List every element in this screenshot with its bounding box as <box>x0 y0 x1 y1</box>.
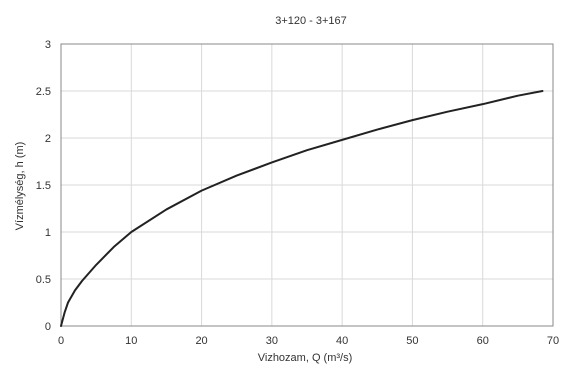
y-axis-label: Vízmélység, h (m) <box>14 142 26 231</box>
x-tick-label: 70 <box>547 335 559 347</box>
y-axis-ticks: 0 0.5 1 1.5 2 2.5 3 <box>36 39 51 333</box>
y-tick-label: 0.5 <box>36 274 51 286</box>
y-tick-label: 2 <box>45 133 51 145</box>
x-tick-label: 30 <box>266 335 278 347</box>
x-axis-label: Vizhozam, Q (m³/s) <box>258 352 353 364</box>
y-tick-label: 1.5 <box>36 180 51 192</box>
series <box>60 90 544 327</box>
plot-area-frame <box>60 43 554 327</box>
y-tick-label: 3 <box>45 39 51 51</box>
y-tick-label: 0 <box>45 321 51 333</box>
x-tick-label: 40 <box>336 335 348 347</box>
y-tick-label: 2.5 <box>36 86 51 98</box>
x-tick-label: 10 <box>125 335 137 347</box>
x-tick-label: 0 <box>58 335 64 347</box>
grid <box>61 44 553 326</box>
chart-title: 3+120 - 3+167 <box>275 15 347 27</box>
x-tick-label: 50 <box>406 335 418 347</box>
x-tick-label: 20 <box>195 335 207 347</box>
x-tick-label: 60 <box>477 335 489 347</box>
rating-curve-line <box>60 90 544 327</box>
x-axis-ticks: 0 10 20 30 40 50 60 70 <box>58 335 559 347</box>
y-tick-label: 1 <box>45 227 51 239</box>
